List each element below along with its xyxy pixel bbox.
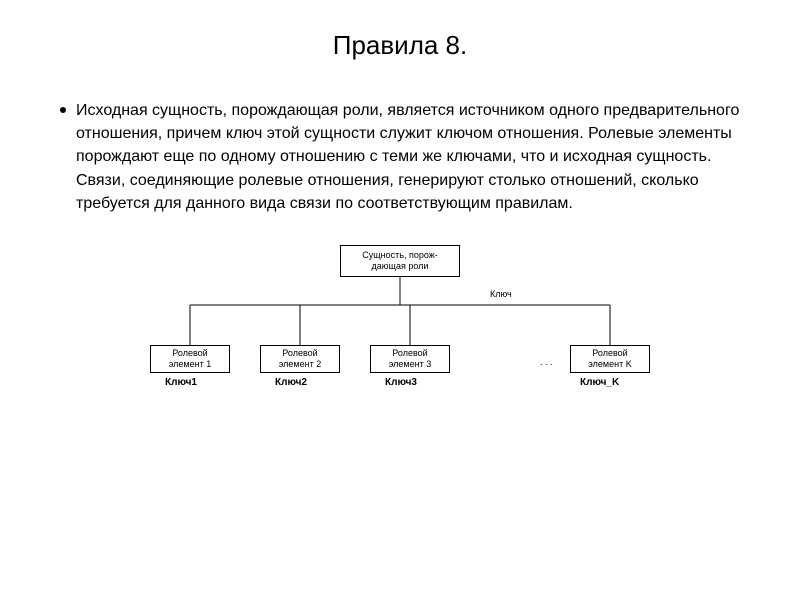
child-label-1: Ролевойэлемент 1 bbox=[169, 348, 211, 370]
ellipsis: . . . bbox=[540, 357, 553, 367]
bullet-item: Исходная сущность, порождающая роли, явл… bbox=[60, 99, 740, 215]
key-label-3: Ключ3 bbox=[385, 377, 417, 388]
child-label-3: Ролевойэлемент 3 bbox=[389, 348, 431, 370]
root-entity-box: Сущность, порож-дающая роли bbox=[340, 245, 460, 277]
slide: Правила 8. Исходная сущность, порождающа… bbox=[0, 0, 800, 600]
key-label-2: Ключ2 bbox=[275, 377, 307, 388]
key-label-k: Ключ_K bbox=[580, 377, 619, 388]
root-key-label: Ключ bbox=[490, 289, 512, 299]
child-box-3: Ролевойэлемент 3 bbox=[370, 345, 450, 373]
child-box-k: Ролевойэлемент K bbox=[570, 345, 650, 373]
slide-title: Правила 8. bbox=[60, 30, 740, 61]
child-label-k: Ролевойэлемент K bbox=[588, 348, 631, 370]
child-box-2: Ролевойэлемент 2 bbox=[260, 345, 340, 373]
key-label-1: Ключ1 bbox=[165, 377, 197, 388]
bullet-icon bbox=[60, 107, 66, 113]
role-entity-diagram: Сущность, порож-дающая роли Ключ Ролевой… bbox=[130, 245, 670, 425]
root-entity-label: Сущность, порож-дающая роли bbox=[362, 250, 438, 272]
child-box-1: Ролевойэлемент 1 bbox=[150, 345, 230, 373]
diagram-container: Сущность, порож-дающая роли Ключ Ролевой… bbox=[60, 245, 740, 425]
child-label-2: Ролевойэлемент 2 bbox=[279, 348, 321, 370]
paragraph-text: Исходная сущность, порождающая роли, явл… bbox=[76, 99, 740, 215]
